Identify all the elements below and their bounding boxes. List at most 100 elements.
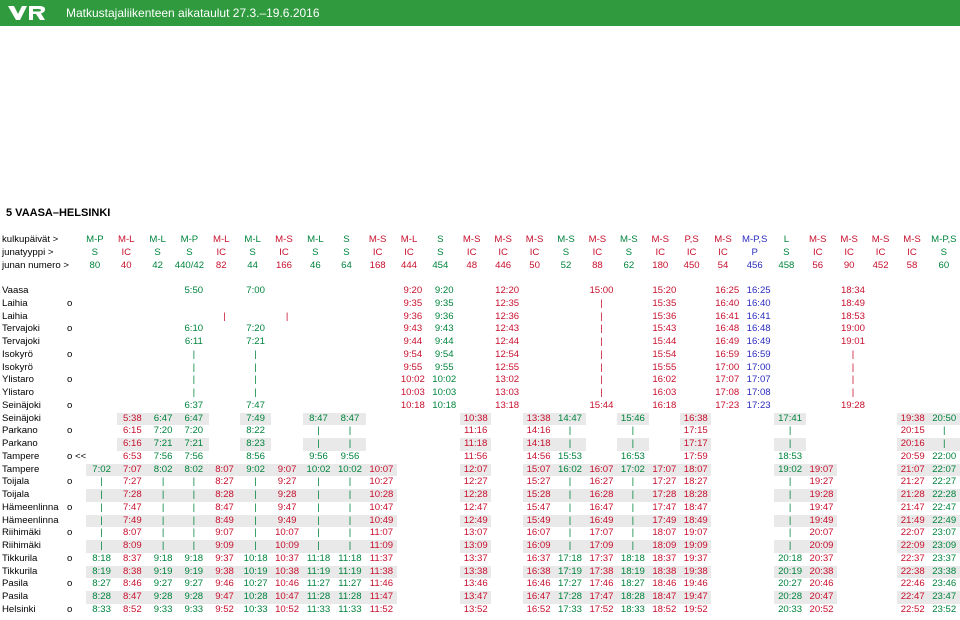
time-cell bbox=[711, 527, 742, 540]
time-cell bbox=[837, 451, 868, 464]
time-cell: 7:00 bbox=[246, 285, 265, 296]
arrival-marker bbox=[65, 565, 87, 579]
pass-through-marker: | bbox=[302, 540, 335, 553]
time-cell bbox=[271, 323, 302, 336]
time-cell: 9:54 bbox=[403, 348, 423, 360]
time-cell bbox=[617, 400, 648, 413]
time-cell bbox=[806, 400, 837, 413]
time-cell: 12:49 bbox=[459, 514, 492, 528]
time-cell bbox=[554, 323, 585, 336]
time-cell bbox=[429, 578, 460, 591]
time-cell: 9:35 bbox=[434, 297, 454, 309]
time-cell: 12:43 bbox=[495, 323, 520, 335]
time-cell bbox=[366, 387, 397, 400]
time-cell bbox=[554, 349, 585, 362]
time-cell bbox=[869, 553, 897, 566]
time-cell bbox=[523, 323, 554, 336]
time-cell: 11:38 bbox=[365, 565, 398, 579]
time-cell: 17:52 bbox=[589, 603, 614, 615]
pass-through-marker: | bbox=[617, 540, 649, 553]
time-cell: 10:38 bbox=[459, 412, 492, 426]
time-cell: 13:38 bbox=[522, 412, 555, 426]
time-cell: 17:33 bbox=[558, 603, 583, 615]
time-cell bbox=[868, 565, 897, 579]
time-cell bbox=[86, 400, 117, 413]
time-cell: 8:28 bbox=[86, 591, 117, 604]
time-cell bbox=[491, 514, 523, 528]
time-cell bbox=[271, 412, 303, 426]
time-cell: 11:18 bbox=[338, 552, 362, 564]
time-cell: 15:28 bbox=[522, 489, 555, 502]
time-cell: 7:21 bbox=[246, 336, 265, 347]
time-cell: 8:09 bbox=[116, 540, 148, 553]
time-cell: 8:56 bbox=[246, 450, 265, 462]
time-cell: 19:37 bbox=[683, 552, 708, 564]
time-cell bbox=[928, 400, 960, 413]
time-cell: 10:37 bbox=[275, 552, 300, 564]
time-cell bbox=[586, 451, 617, 464]
time-cell bbox=[774, 298, 805, 311]
time-cell: 11:46 bbox=[369, 578, 394, 590]
pass-through-marker: | bbox=[223, 310, 226, 322]
time-cell bbox=[491, 540, 523, 553]
time-cell: 20:07 bbox=[809, 527, 834, 539]
pass-through-marker: | bbox=[86, 489, 117, 502]
time-cell: 6:47 bbox=[178, 412, 210, 426]
time-cell bbox=[271, 425, 302, 438]
time-cell bbox=[837, 476, 868, 489]
time-cell bbox=[617, 362, 648, 375]
pass-through-marker: | bbox=[554, 540, 586, 553]
time-cell: 7:47 bbox=[123, 501, 142, 513]
time-cell bbox=[397, 463, 429, 477]
time-cell: 18:18 bbox=[620, 552, 645, 564]
time-cell: 16:49 bbox=[746, 336, 771, 347]
time-cell bbox=[86, 438, 117, 451]
time-cell bbox=[460, 374, 491, 387]
time-cell bbox=[334, 400, 365, 413]
days-cell: M-S bbox=[525, 234, 544, 245]
time-cell bbox=[86, 387, 117, 400]
time-cell bbox=[897, 285, 928, 298]
time-cell: 11:56 bbox=[464, 450, 488, 462]
time-cell bbox=[928, 387, 960, 400]
time-cell: 8:18 bbox=[92, 552, 111, 564]
time-cell bbox=[209, 298, 240, 311]
time-cell bbox=[491, 463, 523, 477]
time-cell: 16:41 bbox=[746, 310, 771, 322]
time-cell bbox=[148, 298, 179, 311]
time-cell bbox=[117, 349, 148, 362]
time-cell bbox=[117, 362, 148, 375]
time-cell: 11:19 bbox=[302, 565, 335, 579]
station-name: Riihimäki bbox=[2, 540, 66, 553]
time-cell bbox=[774, 400, 805, 413]
time-cell: 12:27 bbox=[463, 476, 488, 488]
time-cell: 23:38 bbox=[928, 565, 960, 579]
time-cell bbox=[86, 336, 117, 349]
time-cell: 16:49 bbox=[585, 514, 618, 528]
time-cell: 10:38 bbox=[271, 565, 303, 579]
station-name: Toijala bbox=[2, 476, 30, 488]
time-cell bbox=[837, 591, 869, 604]
time-cell bbox=[271, 349, 302, 362]
time-cell: 20:28 bbox=[774, 591, 806, 604]
time-cell: 11:16 bbox=[464, 425, 488, 437]
time-cell bbox=[303, 362, 334, 375]
station-name: Pasila bbox=[2, 591, 66, 604]
time-cell: 14:16 bbox=[526, 425, 551, 437]
time-cell bbox=[869, 451, 897, 464]
pass-through-marker: | bbox=[192, 501, 196, 513]
time-cell bbox=[397, 540, 429, 553]
time-cell: 10:49 bbox=[365, 514, 398, 528]
time-cell bbox=[178, 311, 209, 324]
time-cell bbox=[117, 285, 148, 298]
time-cell bbox=[806, 451, 837, 464]
time-cell bbox=[429, 553, 460, 566]
time-cell: 21:27 bbox=[900, 476, 925, 488]
time-cell: 9:28 bbox=[178, 591, 210, 604]
time-cell: 22:37 bbox=[900, 552, 925, 564]
time-cell: 19:02 bbox=[774, 463, 806, 477]
time-cell bbox=[303, 387, 334, 400]
time-cell bbox=[680, 387, 711, 400]
station-row: Laihia | | 9:36 9:36 12:36 | 15:36 16:41 16:41 18:… bbox=[2, 311, 960, 324]
time-cell: 19:01 bbox=[840, 336, 865, 347]
